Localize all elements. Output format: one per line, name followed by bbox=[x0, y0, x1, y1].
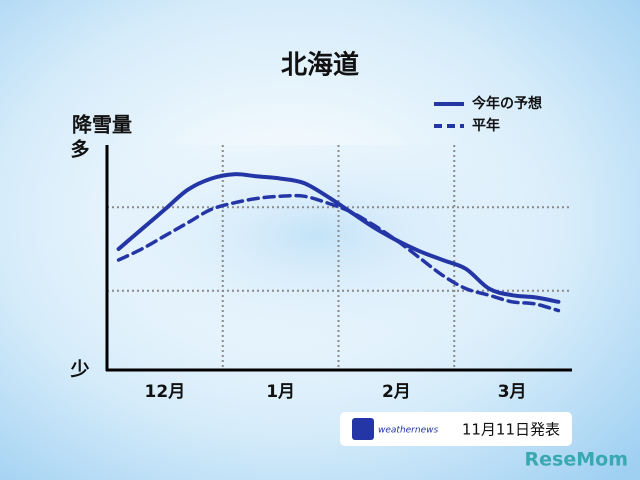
series-line bbox=[116, 193, 561, 313]
y-tick-label: 少 bbox=[69, 359, 89, 381]
note-box bbox=[340, 412, 572, 446]
y-tick-label: 多 bbox=[70, 138, 89, 161]
legend-label: 今年の予想 bbox=[471, 95, 542, 112]
source-logo: weathernews bbox=[378, 426, 438, 436]
note: 11月11日発表 bbox=[462, 421, 560, 439]
plot-area bbox=[107, 145, 572, 370]
watermark: ReseMom bbox=[525, 449, 628, 471]
x-tick-label: 2月 bbox=[382, 382, 411, 402]
legend-label: 平年 bbox=[472, 117, 500, 134]
chart-title: 北海道 bbox=[281, 50, 359, 81]
logo-icon bbox=[352, 418, 374, 440]
x-tick-label: 1月 bbox=[266, 382, 295, 402]
x-tick-label: 3月 bbox=[498, 382, 527, 402]
x-tick-label: 12月 bbox=[145, 382, 186, 402]
series-line bbox=[116, 172, 561, 304]
y-axis-label: 降雪量 bbox=[72, 113, 132, 137]
